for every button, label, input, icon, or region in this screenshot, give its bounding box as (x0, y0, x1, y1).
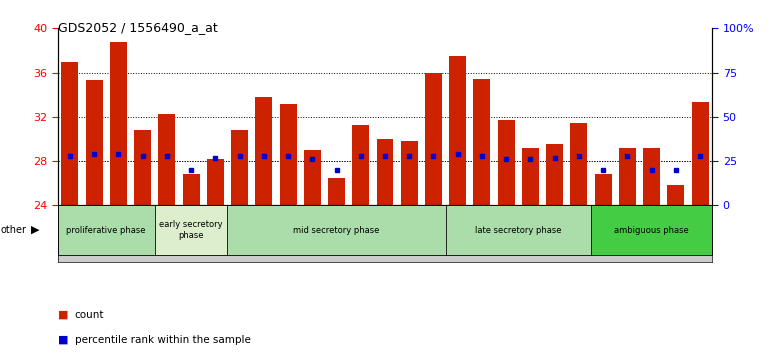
Bar (155, 205, 227, 255)
Bar (425, 73, 442, 205)
Bar (58, 205, 155, 255)
Text: percentile rank within the sample: percentile rank within the sample (75, 335, 250, 345)
Bar (231, 130, 248, 205)
Text: proliferative phase: proliferative phase (66, 225, 146, 235)
Bar (304, 150, 321, 205)
Text: ▶: ▶ (31, 225, 39, 235)
Text: count: count (75, 310, 104, 320)
Bar (449, 56, 466, 205)
Bar (182, 175, 199, 205)
Bar (522, 148, 539, 205)
Bar (546, 144, 563, 205)
Bar (159, 114, 176, 205)
Bar (62, 62, 79, 205)
Bar (207, 159, 224, 205)
Bar (446, 205, 591, 255)
Bar (377, 139, 393, 205)
Text: late secretory phase: late secretory phase (475, 225, 561, 235)
Text: ■: ■ (58, 335, 69, 345)
Bar (134, 130, 151, 205)
Bar (497, 120, 514, 205)
Text: GDS2052 / 1556490_a_at: GDS2052 / 1556490_a_at (58, 21, 217, 34)
Bar (227, 205, 446, 255)
Bar (328, 178, 345, 205)
Text: mid secretory phase: mid secretory phase (293, 225, 380, 235)
Bar (280, 103, 296, 205)
Bar (474, 79, 490, 205)
Bar (110, 42, 127, 205)
Bar (691, 102, 708, 205)
Bar (85, 80, 102, 205)
Text: other: other (1, 225, 27, 235)
Text: ambiguous phase: ambiguous phase (614, 225, 689, 235)
Bar (643, 148, 660, 205)
Bar (571, 124, 588, 205)
Bar (256, 97, 273, 205)
Bar (619, 148, 636, 205)
Bar (400, 141, 417, 205)
Text: ■: ■ (58, 310, 69, 320)
Bar (353, 125, 370, 205)
Text: early secretory
phase: early secretory phase (159, 221, 223, 240)
Bar (668, 185, 685, 205)
Bar (594, 175, 611, 205)
Bar (591, 205, 712, 255)
